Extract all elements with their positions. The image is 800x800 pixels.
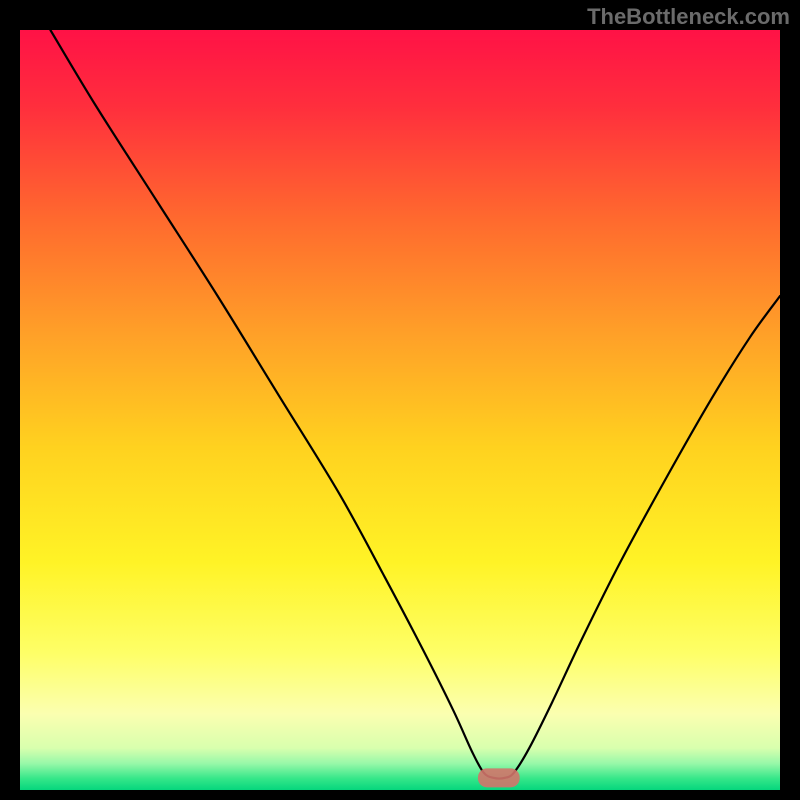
bottleneck-chart: [20, 30, 780, 790]
chart-background: [20, 30, 780, 790]
watermark-text: TheBottleneck.com: [587, 4, 790, 30]
optimal-marker: [478, 768, 520, 787]
chart-svg: [20, 30, 780, 790]
